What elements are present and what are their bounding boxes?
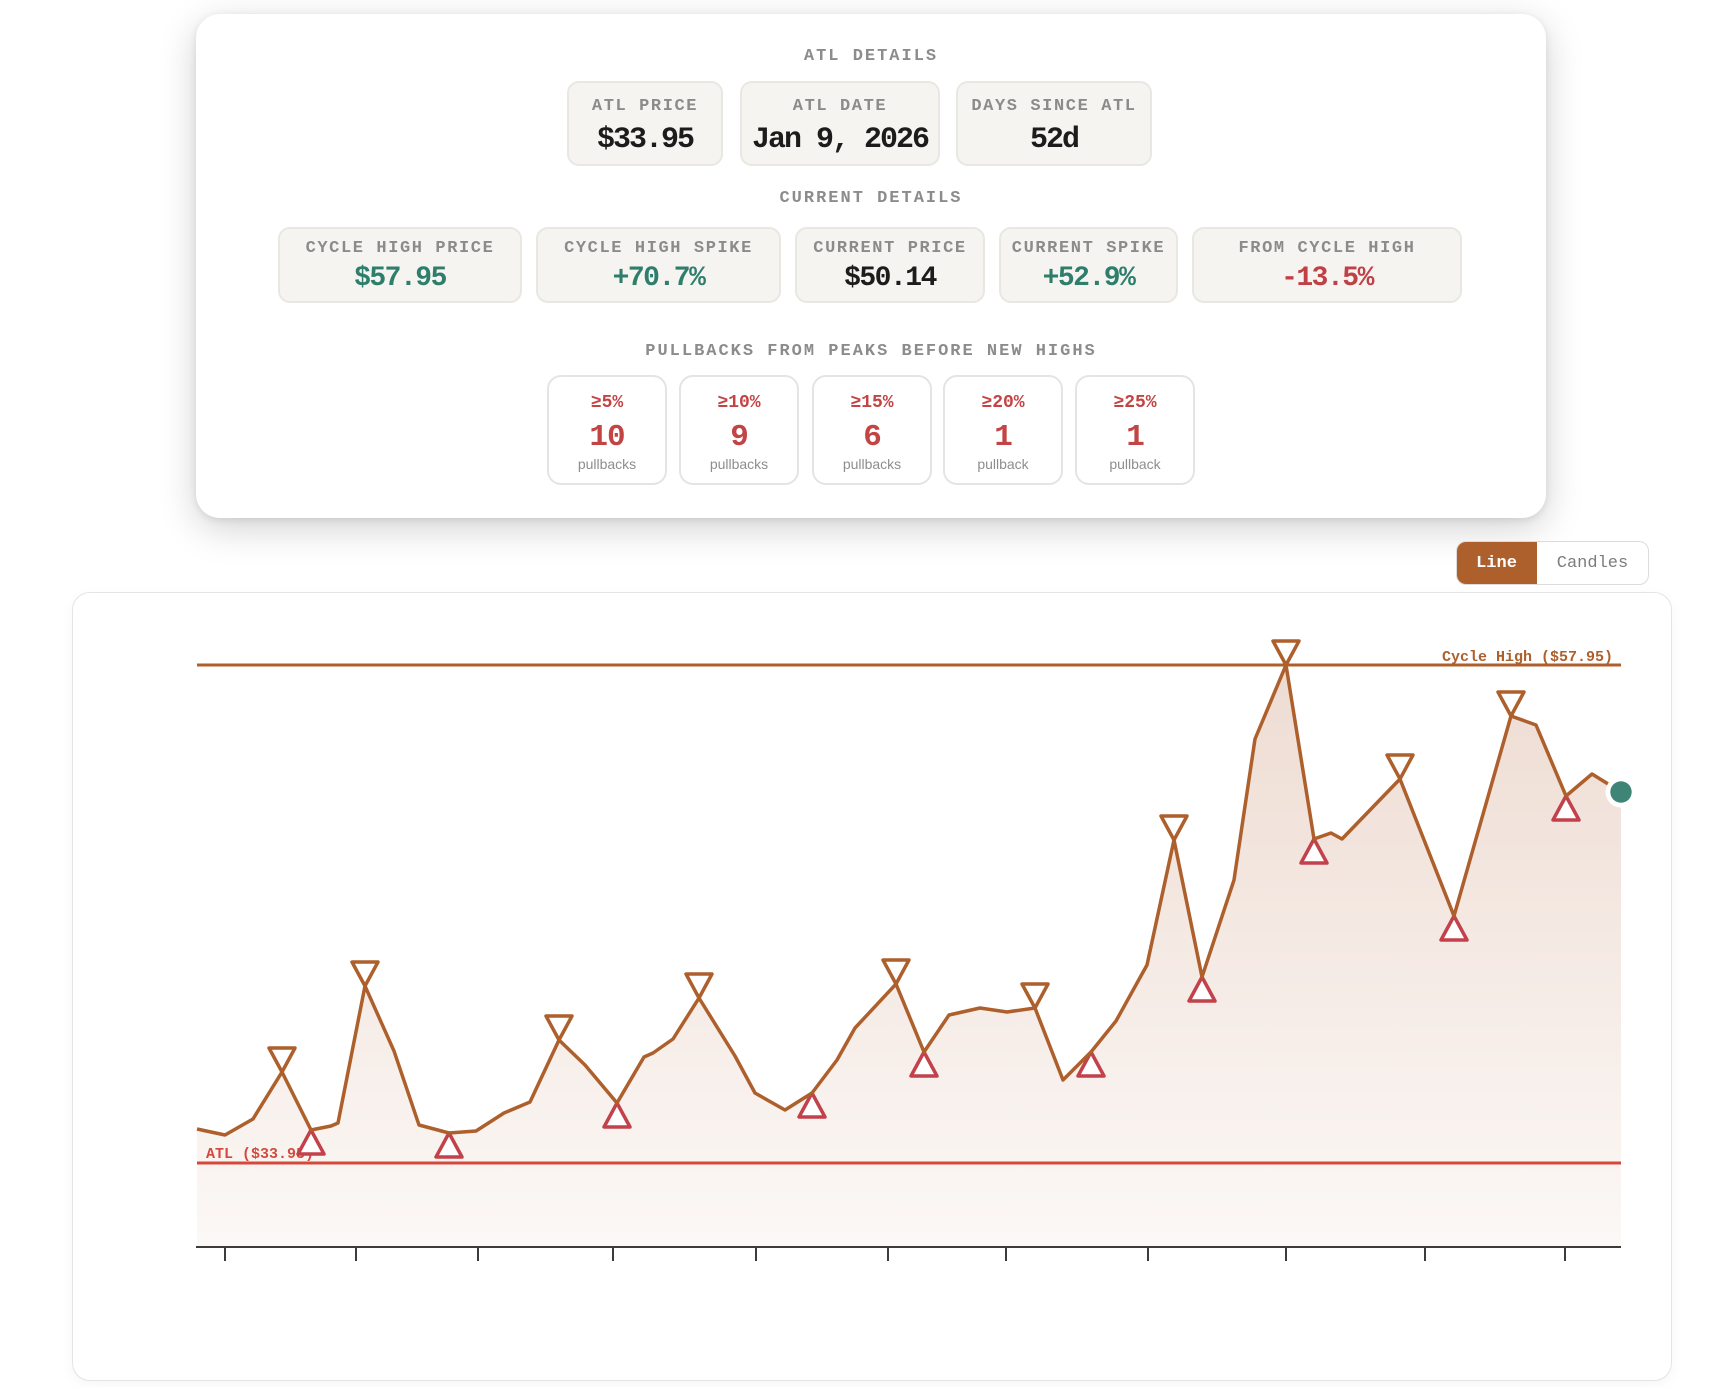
svg-text:ATL ($33.95): ATL ($33.95) — [206, 1146, 314, 1163]
svg-text:Cycle High ($57.95): Cycle High ($57.95) — [1442, 649, 1613, 666]
